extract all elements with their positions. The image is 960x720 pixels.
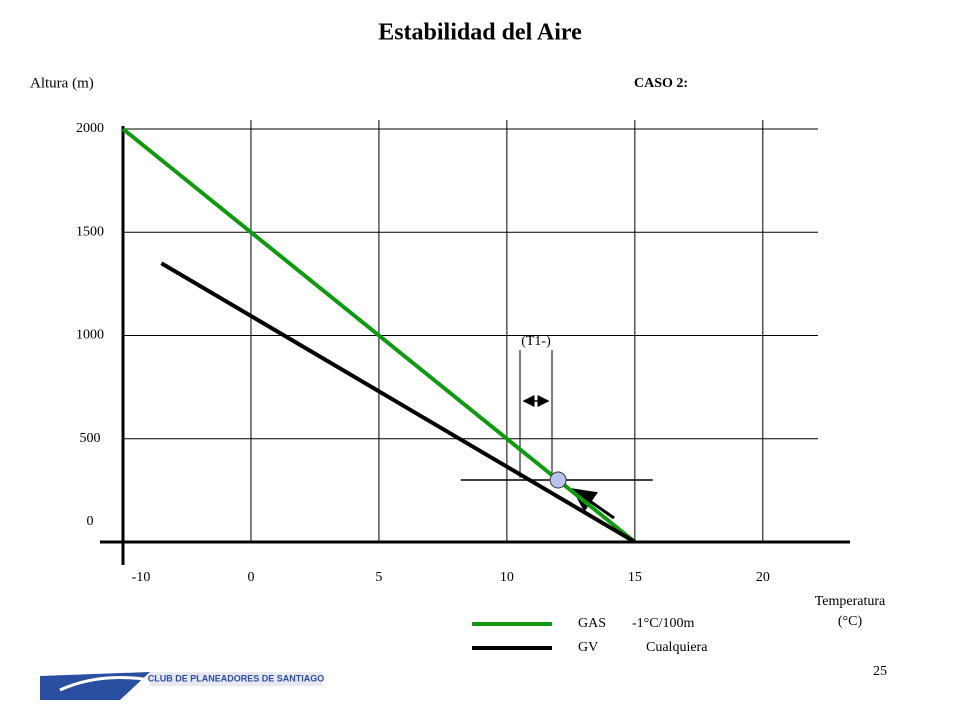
x-tick-label: -10 xyxy=(132,570,151,585)
logo-text: CLUB DE PLANEADORES DE SANTIAGO xyxy=(148,673,325,683)
x-tick-label: 20 xyxy=(756,570,770,585)
legend-description: Cualquiera xyxy=(646,640,708,655)
page-number: 25 xyxy=(873,664,887,679)
x-tick-label: 15 xyxy=(628,570,642,585)
point xyxy=(549,471,567,489)
line xyxy=(121,127,637,544)
arrow xyxy=(571,488,615,520)
x-tick-label: 10 xyxy=(500,570,514,585)
y-tick-label: 2000 xyxy=(76,121,104,136)
x-tick-label: 0 xyxy=(247,570,254,585)
legend-label: GV xyxy=(578,640,598,655)
x-tick-label: 5 xyxy=(375,570,382,585)
y-axis-label: Altura (m) xyxy=(30,75,94,91)
annotation: (T1-) xyxy=(521,334,551,349)
x-axis-label: (°C) xyxy=(838,614,863,629)
y-tick-label: 500 xyxy=(80,431,101,446)
legend-description: -1°C/100m xyxy=(632,616,694,631)
line xyxy=(160,261,636,544)
y-tick-label: 1000 xyxy=(76,328,104,343)
legend-label: GAS xyxy=(578,616,606,631)
logo: CLUB DE PLANEADORES DE SANTIAGO xyxy=(40,672,324,700)
y-tick-label: 1500 xyxy=(76,224,104,239)
subtitle: CASO 2: xyxy=(634,76,688,91)
x-axis-label: Temperatura xyxy=(815,594,886,609)
chart-title: Estabilidad del Aire xyxy=(378,20,582,46)
y-tick-label: 0 xyxy=(87,514,94,529)
